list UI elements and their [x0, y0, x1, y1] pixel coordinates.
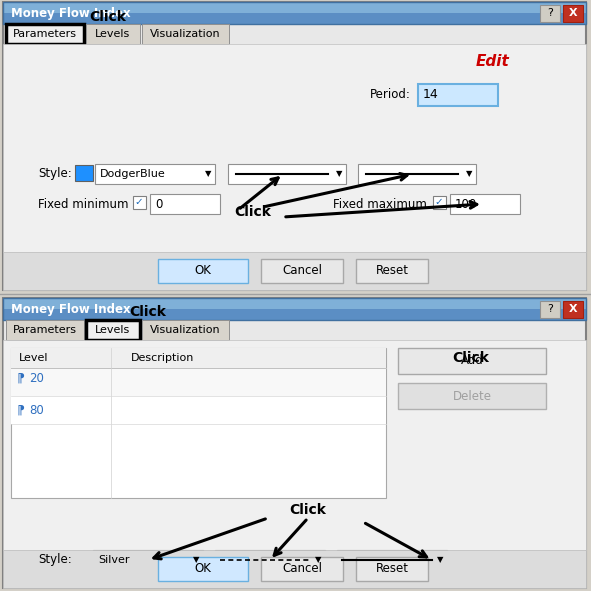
Bar	[75, 165, 93, 181]
Bar	[11, 348, 386, 498]
Text: 80: 80	[29, 404, 44, 417]
Bar	[158, 259, 248, 283]
Text: Parameters: Parameters	[13, 325, 77, 335]
Bar	[3, 550, 586, 588]
Text: Reset: Reset	[375, 563, 408, 576]
Text: DodgerBlue: DodgerBlue	[100, 169, 165, 179]
Text: Click: Click	[235, 205, 271, 219]
Text: OK: OK	[194, 563, 212, 576]
Bar	[158, 557, 248, 581]
Text: Delete: Delete	[453, 389, 492, 402]
Bar	[3, 298, 586, 309]
Bar	[540, 301, 560, 318]
Text: Click: Click	[129, 305, 167, 319]
Text: ✓: ✓	[434, 197, 443, 207]
Bar	[418, 84, 498, 106]
Bar	[3, 252, 586, 290]
Bar	[75, 552, 91, 566]
Bar	[93, 550, 203, 570]
Bar	[398, 348, 546, 374]
Text: Level: Level	[19, 353, 48, 363]
Bar	[356, 557, 428, 581]
Text: ▼: ▼	[204, 170, 211, 178]
Text: Add: Add	[460, 355, 483, 368]
Text: ✓: ✓	[134, 197, 143, 207]
Bar	[215, 550, 325, 570]
Bar	[86, 320, 140, 340]
Text: Click: Click	[90, 10, 126, 24]
Bar	[3, 340, 586, 550]
Bar	[3, 2, 586, 13]
Bar	[563, 5, 583, 22]
Bar	[6, 24, 84, 44]
Bar	[3, 298, 586, 320]
Bar	[3, 44, 586, 252]
Bar	[6, 24, 84, 44]
Text: ?: ?	[547, 304, 553, 314]
Text: Money Flow Index: Money Flow Index	[11, 303, 131, 316]
Text: 20: 20	[29, 372, 44, 385]
Text: ▼: ▼	[336, 170, 342, 178]
Text: Silver: Silver	[98, 555, 129, 565]
Text: OK: OK	[194, 265, 212, 278]
Bar	[563, 301, 583, 318]
Text: Money Flow Index: Money Flow Index	[11, 7, 131, 20]
Text: Fixed maximum: Fixed maximum	[333, 197, 427, 210]
Text: 100: 100	[455, 197, 478, 210]
Bar	[142, 24, 229, 44]
Bar	[3, 298, 586, 588]
Text: Visualization: Visualization	[150, 29, 221, 39]
Bar	[142, 320, 229, 340]
Text: X: X	[569, 304, 577, 314]
Bar	[11, 368, 386, 396]
Bar	[150, 194, 220, 214]
Bar	[540, 5, 560, 22]
Bar	[3, 2, 586, 24]
Text: Edit: Edit	[476, 54, 510, 70]
Bar	[133, 196, 146, 209]
Bar	[95, 164, 215, 184]
Text: Fixed minimum: Fixed minimum	[38, 197, 128, 210]
Bar	[450, 194, 520, 214]
Text: 0: 0	[155, 197, 163, 210]
Bar	[6, 320, 84, 340]
Text: Click: Click	[290, 503, 326, 517]
Bar	[337, 550, 447, 570]
Text: Description: Description	[131, 353, 194, 363]
Bar	[11, 348, 386, 368]
Text: ⁋: ⁋	[16, 372, 24, 385]
Text: Parameters: Parameters	[13, 29, 77, 39]
Text: ▼: ▼	[437, 556, 443, 564]
Bar	[398, 383, 546, 409]
Bar	[358, 164, 476, 184]
Text: X: X	[569, 8, 577, 18]
Text: Visualization: Visualization	[150, 325, 221, 335]
Text: 14: 14	[423, 89, 439, 102]
Text: Reset: Reset	[375, 265, 408, 278]
Text: Levels: Levels	[95, 325, 131, 335]
Bar	[261, 259, 343, 283]
Text: Style:: Style:	[38, 167, 72, 180]
Text: ▼: ▼	[466, 170, 472, 178]
Text: Levels: Levels	[95, 29, 131, 39]
Bar	[356, 259, 428, 283]
Text: ▼: ▼	[315, 556, 322, 564]
Text: Cancel: Cancel	[282, 563, 322, 576]
Text: ?: ?	[547, 8, 553, 18]
Text: Cancel: Cancel	[282, 265, 322, 278]
Text: Period:: Period:	[370, 87, 411, 100]
Text: Style:: Style:	[38, 554, 72, 567]
Bar	[86, 320, 140, 340]
Text: ▼: ▼	[193, 556, 199, 564]
Bar	[261, 557, 343, 581]
Text: Click: Click	[453, 351, 489, 365]
Bar	[433, 196, 446, 209]
Bar	[228, 164, 346, 184]
Bar	[11, 396, 386, 424]
Bar	[3, 2, 586, 290]
Text: ⁋: ⁋	[16, 404, 24, 417]
Bar	[3, 2, 586, 24]
Bar	[86, 24, 140, 44]
Bar	[3, 298, 586, 320]
